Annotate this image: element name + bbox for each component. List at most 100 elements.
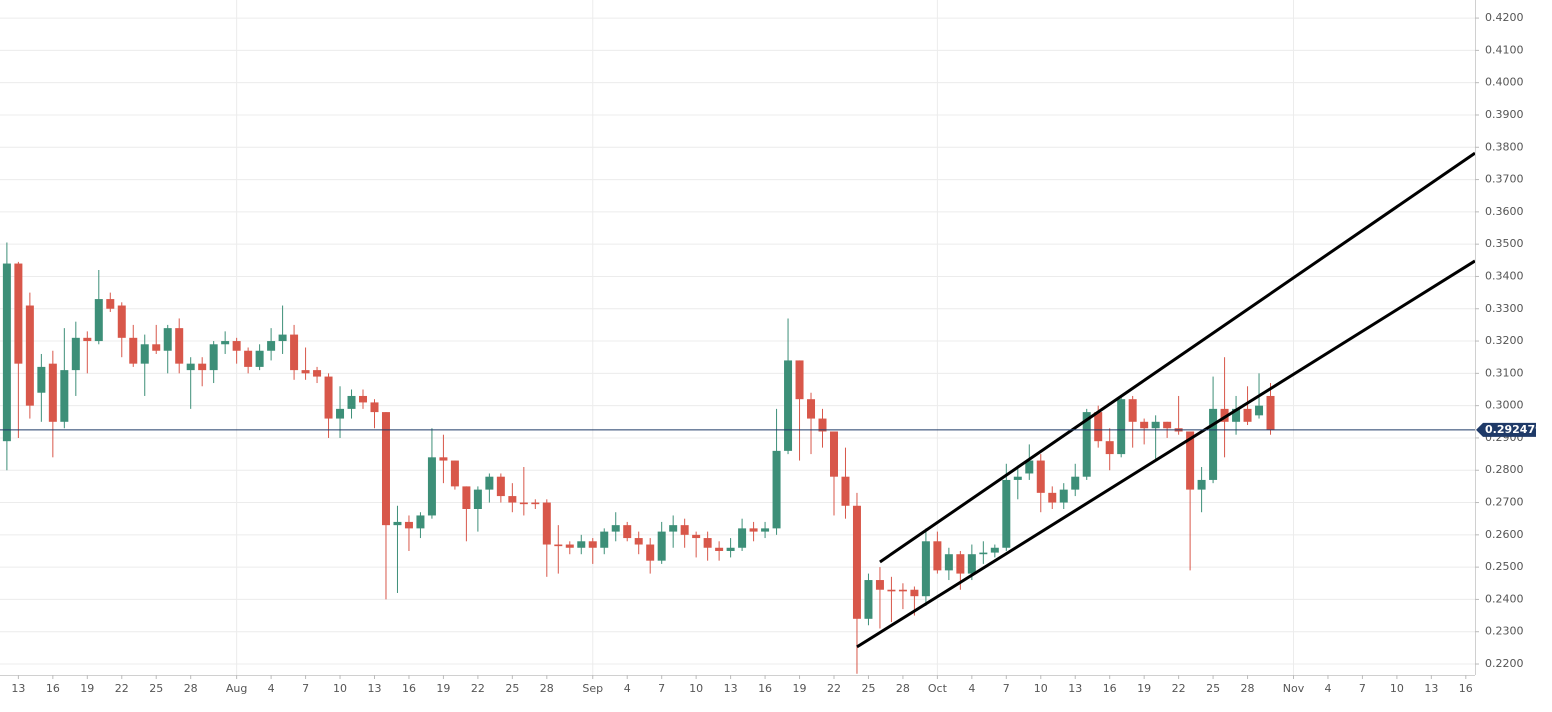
candle-body	[634, 538, 643, 545]
candle-body	[462, 486, 471, 509]
x-tick-label: 16	[1459, 682, 1473, 695]
candle-body	[1059, 489, 1068, 503]
candle-body	[611, 525, 620, 532]
x-tick-label: 25	[149, 682, 163, 695]
candle-body	[301, 370, 310, 374]
candle-body	[738, 528, 747, 548]
y-tick-label: 0.3600	[1485, 205, 1524, 218]
candle-body	[106, 299, 115, 309]
candle-body	[1002, 479, 1011, 548]
x-tick-label: 10	[689, 682, 703, 695]
y-tick-label: 0.2700	[1485, 496, 1524, 509]
candle-body	[1186, 431, 1195, 490]
candle-body	[244, 350, 253, 367]
candle-body	[852, 505, 861, 619]
candle-body	[703, 538, 712, 548]
candle-body	[910, 589, 919, 597]
candle-body	[1013, 476, 1022, 480]
x-tick-label: 25	[861, 682, 875, 695]
x-tick-label: 4	[268, 682, 275, 695]
y-tick-label: 0.3200	[1485, 334, 1524, 347]
candle-body	[60, 370, 69, 422]
x-tick-label: 13	[1068, 682, 1082, 695]
candle-body	[990, 547, 999, 553]
y-tick-label: 0.3400	[1485, 269, 1524, 282]
x-tick-label: 19	[793, 682, 807, 695]
candle-body	[1243, 408, 1252, 422]
candle-body	[692, 534, 701, 539]
candle-body	[887, 589, 896, 592]
candle-body	[221, 341, 230, 345]
y-tick-label: 0.2600	[1485, 528, 1524, 541]
y-tick-label: 0.2500	[1485, 560, 1524, 573]
candle-body	[439, 457, 448, 461]
candle-body	[427, 457, 436, 516]
x-tick-label: 4	[968, 682, 975, 695]
candle-body	[347, 395, 356, 409]
candle-body	[795, 360, 804, 400]
x-tick-label: Nov	[1283, 682, 1305, 695]
candle-body	[186, 363, 195, 371]
candle-body	[25, 305, 34, 406]
candle-body	[921, 541, 930, 597]
y-tick-label: 0.2400	[1485, 592, 1524, 605]
candle-body	[749, 528, 758, 532]
x-tick-label: 19	[80, 682, 94, 695]
x-tick-label: 4	[624, 682, 631, 695]
candle-body	[784, 360, 793, 451]
candle-body	[1071, 476, 1080, 490]
x-tick-label: 7	[658, 682, 665, 695]
x-tick-label: 22	[115, 682, 129, 695]
x-tick-label: 13	[1424, 682, 1438, 695]
y-tick-label: 0.3300	[1485, 302, 1524, 315]
x-tick-label: Aug	[226, 682, 247, 695]
x-tick-label: 22	[1172, 682, 1186, 695]
candle-body	[565, 544, 574, 548]
x-tick-label: 7	[1003, 682, 1010, 695]
y-tick-label: 0.2200	[1485, 657, 1524, 670]
candle-body	[290, 334, 299, 371]
candle-body	[875, 580, 884, 590]
candle-body	[1232, 408, 1241, 422]
y-tick-label: 0.3900	[1485, 108, 1524, 121]
candle-body	[1036, 460, 1045, 493]
candle-body	[807, 399, 816, 419]
x-tick-label: 13	[11, 682, 25, 695]
x-tick-label: 10	[1034, 682, 1048, 695]
candle-body	[600, 531, 609, 548]
x-tick-label: 16	[758, 682, 772, 695]
candle-body	[324, 376, 333, 419]
candle-body	[94, 299, 103, 342]
candle-body	[1128, 399, 1137, 422]
candle-body	[1266, 395, 1275, 430]
x-tick-label: 13	[367, 682, 381, 695]
candle-body	[416, 515, 425, 529]
candle-body	[944, 554, 953, 571]
candle-body	[404, 521, 413, 529]
x-tick-label: 16	[1103, 682, 1117, 695]
candle-body	[1105, 441, 1114, 455]
candle-body	[1220, 408, 1229, 422]
x-tick-label: 22	[471, 682, 485, 695]
candle-body	[48, 363, 57, 422]
candle-body	[841, 476, 850, 506]
y-tick-label: 0.4100	[1485, 43, 1524, 56]
candle-body	[485, 476, 494, 490]
candle-body	[680, 525, 689, 535]
candle-body	[71, 337, 80, 371]
y-tick-label: 0.3000	[1485, 399, 1524, 412]
trend-line	[879, 151, 1476, 564]
x-tick-label: Oct	[928, 682, 948, 695]
x-tick-label: 16	[46, 682, 60, 695]
x-tick-label: 28	[1241, 682, 1255, 695]
x-tick-label: 19	[436, 682, 450, 695]
candle-body	[898, 589, 907, 592]
x-tick-label: 13	[724, 682, 738, 695]
candle-body	[542, 502, 551, 545]
candle-body	[209, 344, 218, 371]
candle-body	[1082, 412, 1091, 477]
candle-body	[1048, 492, 1057, 503]
candle-body	[979, 552, 988, 555]
